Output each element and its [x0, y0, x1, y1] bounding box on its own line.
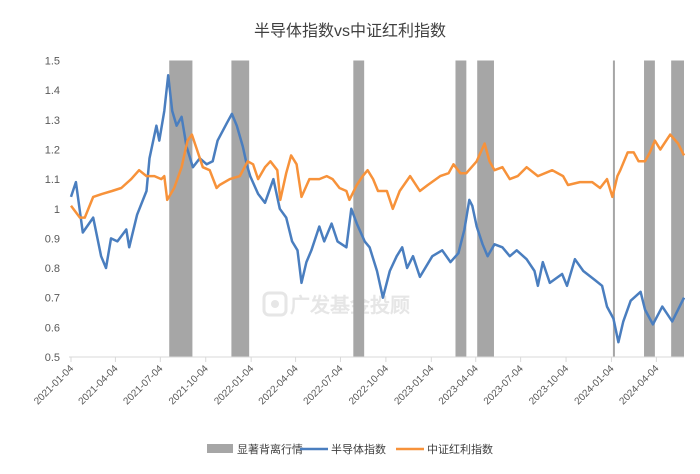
band-3: [455, 60, 467, 357]
x-tick-label: 2022-04-04: [257, 363, 301, 407]
y-tick-label: 0.9: [45, 233, 60, 245]
band-6: [644, 60, 655, 357]
band-0: [169, 60, 193, 357]
watermark: 广发基金投顾: [290, 293, 410, 317]
y-tick-label: 0.8: [45, 263, 60, 275]
divergence-bands: [169, 60, 684, 357]
x-tick-label: 2021-10-04: [167, 363, 211, 407]
y-tick-label: 1.2: [45, 144, 60, 156]
x-tick-label: 2024-01-04: [573, 363, 617, 407]
band-1: [231, 60, 250, 357]
legend-label-series-1: 中证红利指数: [427, 442, 493, 456]
x-tick-label: 2021-01-04: [32, 363, 76, 407]
y-tick-label: 1: [54, 204, 60, 216]
x-tick-label: 2022-01-04: [212, 363, 256, 407]
series-line-0: [69, 74, 686, 344]
y-tick-label: 0.6: [45, 322, 60, 334]
x-axis: 2021-01-04 2021-04-04 2021-07-04 2021-10-04…: [32, 356, 684, 407]
watermark-logo-icon: [262, 291, 288, 317]
legend-label-series-0: 半导体指数: [331, 442, 386, 456]
legend: 显著背离行情 半导体指数 中证红利指数: [207, 442, 493, 456]
y-tick-label: 1.4: [45, 85, 60, 97]
y-tick-label: 0.7: [45, 293, 60, 305]
y-tick-label: 0.5: [45, 352, 60, 364]
x-tick-label: 2023-10-04: [527, 363, 571, 407]
x-tick-label: 2022-10-04: [347, 363, 391, 407]
series-lines: [69, 74, 686, 344]
y-tick-label: 1.5: [45, 56, 60, 68]
series-line-1: [70, 133, 686, 219]
band-7: [671, 60, 684, 357]
y-axis: 0.5 0.6 0.7 0.8 0.9 1 1.1 1.2 1.3 1.4 1.5: [45, 56, 60, 365]
legend-label-bands: 显著背离行情: [237, 442, 303, 456]
x-tick-label: 2023-01-04: [392, 363, 436, 407]
chart-title: 半导体指数vs中证红利指数: [254, 22, 446, 40]
y-tick-label: 1.3: [45, 115, 60, 127]
x-tick-label: 2021-07-04: [122, 363, 166, 407]
y-tick-label: 1.1: [45, 174, 60, 186]
x-tick-label: 2023-04-04: [437, 363, 481, 407]
x-tick-label: 2024-04-04: [618, 363, 662, 407]
band-2: [353, 60, 365, 357]
x-tick-label: 2022-07-04: [302, 363, 346, 407]
band-5: [612, 60, 615, 357]
legend-swatch-bands: [207, 444, 233, 453]
x-tick-label: 2023-07-04: [482, 363, 526, 407]
band-4: [477, 60, 494, 357]
x-tick-label: 2021-04-04: [77, 363, 121, 407]
